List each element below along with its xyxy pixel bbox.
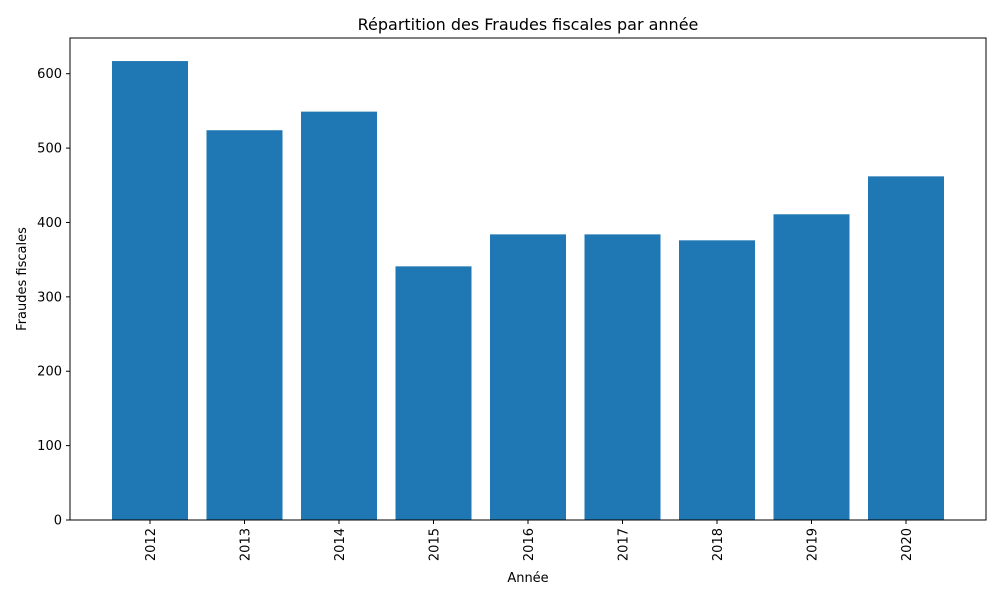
bar-2015 bbox=[395, 266, 472, 520]
y-axis-ticks: 0 100 200 300 400 500 600 bbox=[37, 67, 70, 529]
chart-title: Répartition des Fraudes fiscales par ann… bbox=[358, 15, 699, 34]
x-tick-label: 2014 bbox=[333, 528, 348, 561]
bar-2013 bbox=[206, 130, 283, 521]
y-tick-label: 100 bbox=[37, 439, 62, 454]
x-tick-label: 2019 bbox=[806, 528, 821, 561]
x-tick-label: 2017 bbox=[617, 528, 632, 561]
x-tick-label: 2012 bbox=[144, 528, 159, 561]
x-tick-label: 2015 bbox=[428, 528, 443, 561]
y-tick-label: 600 bbox=[37, 67, 62, 82]
bar-2020 bbox=[868, 176, 944, 520]
bar-2019 bbox=[773, 214, 850, 520]
y-axis-label: Fraudes fiscales bbox=[15, 227, 30, 331]
y-tick-label: 400 bbox=[37, 216, 62, 231]
y-tick-label: 300 bbox=[37, 290, 62, 305]
plot-area-frame bbox=[69, 37, 987, 521]
y-tick-label: 0 bbox=[54, 514, 62, 529]
x-tick-label: 2016 bbox=[522, 528, 537, 561]
bar-2016 bbox=[490, 234, 566, 521]
x-tick-label: 2020 bbox=[900, 528, 915, 561]
x-axis-ticks: 2012 2013 2014 2015 2016 2017 2018 2019 2020 bbox=[144, 520, 915, 561]
bar-2012 bbox=[112, 61, 188, 520]
y-tick-label: 500 bbox=[37, 142, 62, 157]
bar-2014 bbox=[301, 111, 377, 520]
bars-group bbox=[112, 61, 944, 521]
bar-2018 bbox=[679, 240, 755, 520]
x-tick-label: 2013 bbox=[239, 528, 254, 561]
x-tick-label: 2018 bbox=[711, 528, 726, 561]
x-axis-label: Année bbox=[507, 571, 548, 586]
y-tick-label: 200 bbox=[37, 365, 62, 380]
bar-2017 bbox=[584, 234, 661, 521]
